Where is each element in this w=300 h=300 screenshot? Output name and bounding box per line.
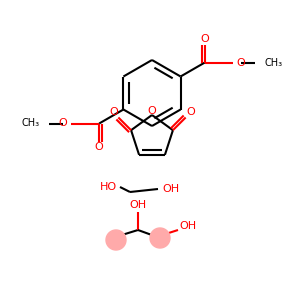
Text: OH: OH <box>179 221 197 231</box>
Text: OH: OH <box>162 184 180 194</box>
Text: O: O <box>237 58 246 68</box>
Circle shape <box>106 230 126 250</box>
Text: O: O <box>109 107 118 118</box>
Text: CH₃: CH₃ <box>21 118 39 128</box>
Circle shape <box>150 228 170 248</box>
Text: O: O <box>200 34 209 44</box>
Text: O: O <box>148 106 156 116</box>
Text: O: O <box>186 107 195 118</box>
Text: HO: HO <box>99 182 117 192</box>
Text: O: O <box>58 118 67 128</box>
Text: O: O <box>95 142 103 152</box>
Text: CH₃: CH₃ <box>265 58 283 68</box>
Text: OH: OH <box>129 200 147 210</box>
